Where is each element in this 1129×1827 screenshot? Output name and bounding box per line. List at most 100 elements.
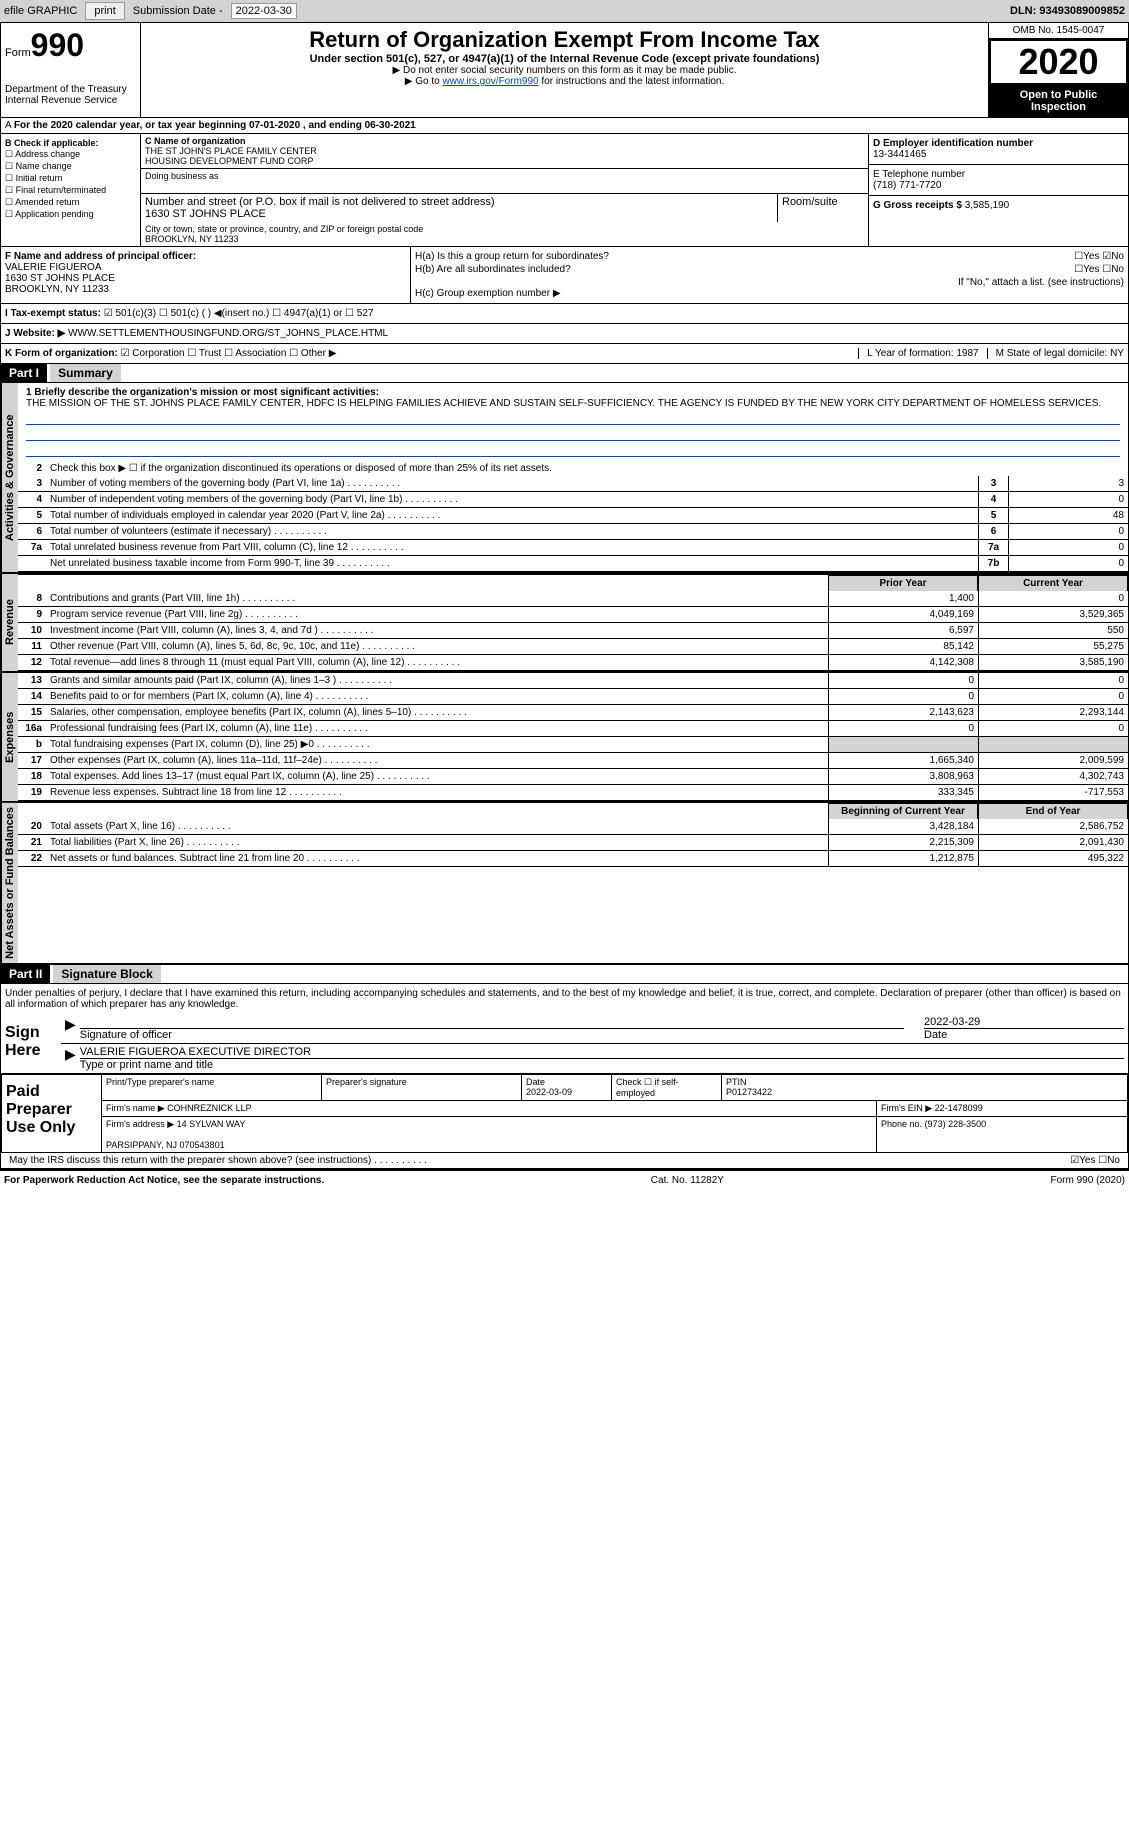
prep-name-label: Print/Type preparer's name (102, 1075, 322, 1100)
firm-addr-label: Firm's address ▶ (106, 1119, 174, 1129)
footer-right: Form 990 (2020) (1051, 1175, 1125, 1186)
discuss-answer[interactable]: ☑Yes ☐No (978, 1153, 1128, 1168)
part1-title: Summary (50, 364, 121, 382)
addr-label: Number and street (or P.O. box if mail i… (145, 196, 773, 208)
mission-block: 1 Briefly describe the organization's mi… (18, 383, 1128, 461)
year-formation: L Year of formation: 1987 (858, 348, 986, 359)
hb-note: If "No," attach a list. (see instruction… (415, 277, 1124, 288)
website-value: WWW.SETTLEMENTHOUSINGFUND.ORG/ST_JOHNS_P… (68, 328, 388, 339)
sig-date-value: 2022-03-29 (924, 1016, 1124, 1029)
type-name-label: Type or print name and title (80, 1059, 1124, 1071)
perjury-statement: Under penalties of perjury, I declare th… (1, 984, 1128, 1014)
side-revenue: Revenue (1, 574, 18, 671)
form-word: Form (5, 47, 31, 59)
line2-discontinued: Check this box ▶ ☐ if the organization d… (46, 461, 1128, 476)
public-inspection: Open to Public Inspection (989, 85, 1128, 117)
top-bar: efile GRAPHIC print Submission Date - 20… (0, 0, 1129, 22)
sign-here-block: Sign Here ▶ Signature of officer 2022-03… (1, 1014, 1128, 1074)
dln: DLN: 93493089009852 (1010, 5, 1125, 17)
ha-answer[interactable]: ☐Yes ☑No (1074, 251, 1124, 262)
dba-label: Doing business as (145, 171, 864, 181)
status-options[interactable]: ☑ 501(c)(3) ☐ 501(c) ( ) ◀(insert no.) ☐… (104, 308, 374, 319)
gov-line: 4Number of independent voting members of… (18, 492, 1128, 508)
gov-line: 3Number of voting members of the governi… (18, 476, 1128, 492)
check-pending[interactable]: ☐ Application pending (5, 209, 136, 220)
data-line: 12Total revenue—add lines 8 through 11 (… (18, 655, 1128, 671)
data-line: 14Benefits paid to or for members (Part … (18, 689, 1128, 705)
ha-label: H(a) Is this a group return for subordin… (415, 251, 609, 262)
street-address: 1630 ST JOHNS PLACE (145, 208, 773, 220)
part1-header: Part I Summary (1, 364, 1128, 383)
box-b-label: B Check if applicable: (5, 138, 136, 148)
officer-addr2: BROOKLYN, NY 11233 (5, 284, 406, 295)
gov-line: 6Total number of volunteers (estimate if… (18, 524, 1128, 540)
dept-treasury: Department of the Treasury Internal Reve… (5, 84, 136, 106)
officer-name: VALERIE FIGUEROA (5, 262, 406, 273)
city-state-zip: BROOKLYN, NY 11233 (145, 234, 864, 244)
org-name-label: C Name of organization (145, 136, 864, 146)
tax-year: 2020 (989, 39, 1128, 85)
form-header: Form990 Department of the Treasury Inter… (1, 23, 1128, 118)
firm-phone: (973) 228-3500 (925, 1119, 987, 1129)
website-label: J Website: ▶ (5, 328, 65, 339)
phone-label: E Telephone number (873, 169, 1124, 180)
data-line: 10Investment income (Part VIII, column (… (18, 623, 1128, 639)
state-domicile: M State of legal domicile: NY (987, 348, 1124, 359)
data-line: 22Net assets or fund balances. Subtract … (18, 851, 1128, 867)
goto-post: for instructions and the latest informat… (539, 76, 725, 87)
section-revenue: Revenue Prior Year Current Year 8Contrib… (1, 574, 1128, 673)
data-line: 20Total assets (Part X, line 16)3,428,18… (18, 819, 1128, 835)
data-line: 8Contributions and grants (Part VIII, li… (18, 591, 1128, 607)
org-name: THE ST JOHN'S PLACE FAMILY CENTER HOUSIN… (145, 146, 864, 166)
city-label: City or town, state or province, country… (145, 224, 864, 234)
ptin-value: P01273422 (726, 1087, 772, 1097)
ein-value: 13-3441465 (873, 149, 1124, 160)
f-h-block: F Name and address of principal officer:… (1, 247, 1128, 304)
form-title: Return of Organization Exempt From Incom… (145, 27, 984, 53)
gov-line: Net unrelated business taxable income fr… (18, 556, 1128, 572)
section-netassets: Net Assets or Fund Balances Beginning of… (1, 803, 1128, 965)
firm-name: COHNREZNICK LLP (167, 1103, 252, 1113)
side-governance: Activities & Governance (1, 383, 18, 572)
part2-header: Part II Signature Block (1, 965, 1128, 984)
irs-link[interactable]: www.irs.gov/Form990 (442, 76, 538, 87)
status-label: I Tax-exempt status: (5, 308, 101, 319)
col-end-year: End of Year (978, 803, 1128, 819)
print-button[interactable]: print (85, 2, 124, 20)
check-address-change[interactable]: ☐ Address change (5, 149, 136, 160)
form-subtitle: Under section 501(c), 527, or 4947(a)(1)… (145, 53, 984, 65)
form-org-options[interactable]: ☑ Corporation ☐ Trust ☐ Association ☐ Ot… (121, 348, 337, 359)
form-990: Form990 Department of the Treasury Inter… (0, 22, 1129, 1171)
prep-date-label: Date (526, 1077, 545, 1087)
officer-addr1: 1630 ST JOHNS PLACE (5, 273, 406, 284)
hb-label: H(b) Are all subordinates included? (415, 264, 571, 275)
data-line: 11Other revenue (Part VIII, column (A), … (18, 639, 1128, 655)
gov-line: 7aTotal unrelated business revenue from … (18, 540, 1128, 556)
section-expenses: Expenses 13Grants and similar amounts pa… (1, 673, 1128, 803)
data-line: 17Other expenses (Part IX, column (A), l… (18, 753, 1128, 769)
mission-text: THE MISSION OF THE ST. JOHNS PLACE FAMIL… (26, 398, 1120, 409)
box-d-e-g: D Employer identification number 13-3441… (868, 134, 1128, 246)
prep-date: 2022-03-09 (526, 1087, 572, 1097)
check-amended[interactable]: ☐ Amended return (5, 197, 136, 208)
line-k: K Form of organization: ☑ Corporation ☐ … (1, 344, 1128, 364)
line-j-website: J Website: ▶ WWW.SETTLEMENTHOUSINGFUND.O… (1, 324, 1128, 344)
omb-number: OMB No. 1545-0047 (989, 23, 1128, 39)
firm-phone-label: Phone no. (881, 1119, 922, 1129)
ptin-label: PTIN (726, 1077, 747, 1087)
self-employed[interactable]: Check ☐ if self-employed (612, 1075, 722, 1100)
part2-label: Part II (1, 965, 50, 983)
check-initial-return[interactable]: ☐ Initial return (5, 173, 136, 184)
check-final-return[interactable]: ☐ Final return/terminated (5, 185, 136, 196)
paid-preparer-label: Paid Preparer Use Only (2, 1075, 102, 1152)
hb-answer[interactable]: ☐Yes ☐No (1074, 264, 1124, 275)
data-line: 16aProfessional fundraising fees (Part I… (18, 721, 1128, 737)
discuss-question: May the IRS discuss this return with the… (9, 1155, 371, 1166)
prep-sig-label: Preparer's signature (322, 1075, 522, 1100)
sig-date-label: Date (924, 1029, 1124, 1041)
line-a-tax-year: A For the 2020 calendar year, or tax yea… (1, 118, 1128, 134)
gov-line: 5Total number of individuals employed in… (18, 508, 1128, 524)
check-name-change[interactable]: ☐ Name change (5, 161, 136, 172)
box-b: B Check if applicable: ☐ Address change … (1, 134, 141, 246)
ssn-note: ▶ Do not enter social security numbers o… (145, 65, 984, 76)
